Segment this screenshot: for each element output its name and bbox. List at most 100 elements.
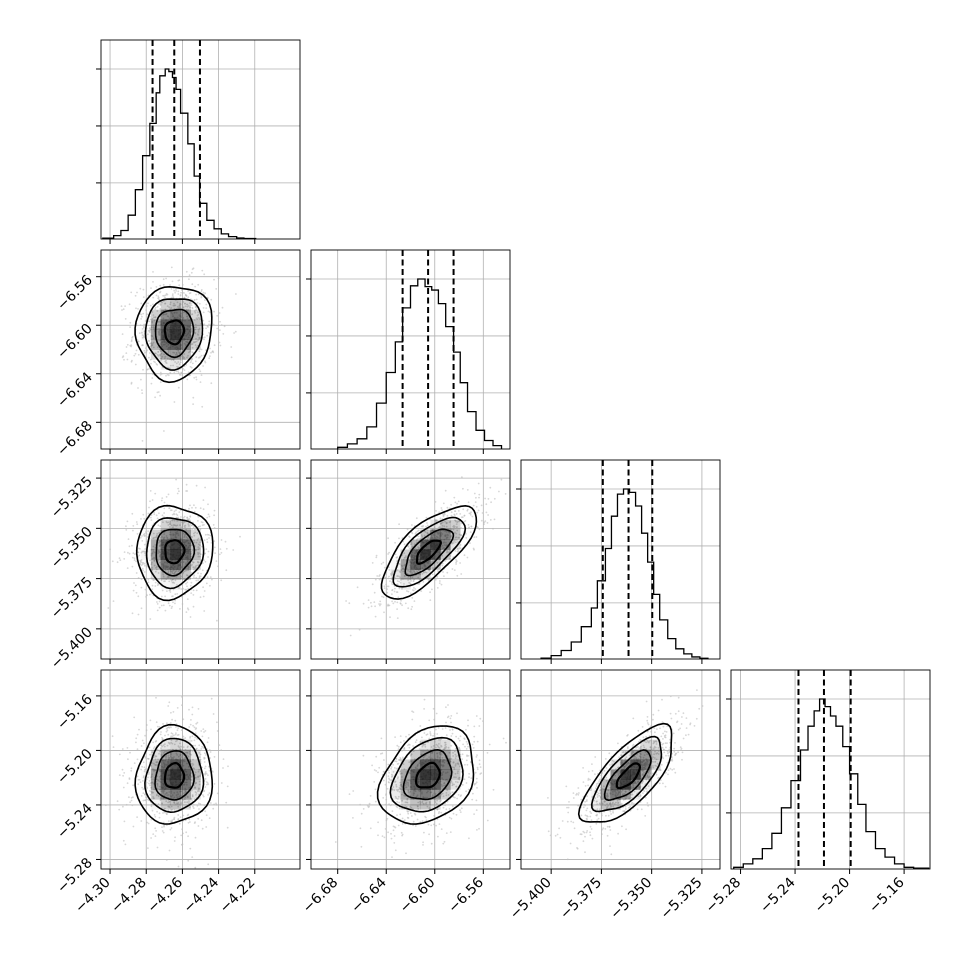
sample-point <box>132 529 134 532</box>
sample-point <box>456 574 459 577</box>
y-tick-label: −5.16 <box>54 691 96 733</box>
sample-point <box>141 561 144 564</box>
sample-point <box>462 508 465 511</box>
sample-point <box>191 713 194 716</box>
sample-point <box>172 711 175 713</box>
sample-point <box>157 346 159 349</box>
sample-point <box>142 780 144 782</box>
sample-point <box>168 306 171 309</box>
sample-point <box>404 749 406 752</box>
sample-point <box>218 553 221 556</box>
sample-point <box>155 721 158 724</box>
sample-point <box>383 770 385 773</box>
sample-point <box>435 510 437 512</box>
sample-point <box>142 761 145 764</box>
sample-point <box>483 521 486 524</box>
sample-point <box>413 792 416 795</box>
sample-point <box>201 827 204 830</box>
sample-point <box>143 517 146 520</box>
sample-point <box>384 783 387 786</box>
sample-point <box>362 808 365 810</box>
sample-point <box>158 532 161 534</box>
sample-point <box>475 809 478 811</box>
sample-point <box>126 567 129 569</box>
sample-point <box>195 794 197 796</box>
sample-point <box>412 750 415 753</box>
sample-point <box>194 777 197 779</box>
sample-point <box>424 745 427 748</box>
sample-point <box>141 344 144 347</box>
sample-point <box>160 731 162 733</box>
sample-point <box>410 608 413 611</box>
sample-point <box>200 296 203 299</box>
sample-point <box>155 764 157 766</box>
sample-point <box>158 726 161 728</box>
sample-point <box>163 533 166 535</box>
sample-point <box>203 761 206 763</box>
sample-point <box>475 505 478 508</box>
sample-point <box>161 830 164 832</box>
sample-point <box>387 604 390 607</box>
sample-point <box>145 781 148 784</box>
sample-point <box>154 570 157 573</box>
sample-point <box>174 291 177 294</box>
sample-point <box>158 512 160 515</box>
sample-point <box>406 572 409 575</box>
density-cell <box>150 529 161 540</box>
sample-point <box>408 794 411 796</box>
y-tick-label: −6.60 <box>54 321 96 363</box>
sample-point <box>408 570 411 573</box>
sample-point <box>118 557 121 560</box>
sample-point <box>176 301 179 304</box>
sample-point <box>182 521 185 524</box>
sample-point <box>439 753 441 756</box>
sample-point <box>199 760 202 763</box>
sample-point <box>433 732 436 735</box>
sample-point <box>392 570 395 572</box>
sample-point <box>613 803 616 805</box>
sample-point <box>457 737 460 740</box>
sample-point <box>412 794 415 796</box>
sample-point <box>155 761 158 764</box>
sample-point <box>455 755 458 758</box>
sample-point <box>431 588 433 591</box>
sample-point <box>149 500 151 503</box>
sample-point <box>158 812 161 815</box>
sample-point <box>479 766 482 768</box>
sample-point <box>194 732 197 735</box>
sample-point <box>196 532 199 535</box>
sample-point <box>419 741 422 744</box>
sample-point <box>194 344 197 346</box>
sample-point <box>390 804 393 806</box>
sample-point <box>174 599 177 602</box>
sample-point <box>189 292 192 294</box>
sample-point <box>473 536 476 539</box>
sample-point <box>177 805 180 808</box>
sample-point <box>160 499 163 502</box>
density-cell <box>150 789 161 800</box>
sample-point <box>182 561 185 563</box>
sample-point <box>444 560 446 562</box>
sample-point <box>163 743 166 746</box>
sample-point <box>367 606 370 609</box>
sample-point <box>202 586 205 589</box>
sample-point <box>143 323 146 326</box>
sample-point <box>396 575 398 577</box>
sample-point <box>170 607 173 609</box>
sample-point <box>154 581 157 584</box>
sample-point <box>383 611 385 614</box>
sample-point <box>395 805 398 808</box>
sample-point <box>437 746 440 748</box>
density-cell <box>430 749 441 760</box>
sample-point <box>173 734 175 737</box>
sample-point <box>190 571 193 574</box>
sample-point <box>137 353 140 356</box>
sample-point <box>142 788 145 790</box>
sample-point <box>193 310 196 313</box>
sample-point <box>435 712 438 715</box>
sample-point <box>203 804 206 806</box>
sample-point <box>157 803 160 805</box>
sample-point <box>205 548 208 550</box>
sample-point <box>448 808 451 810</box>
sample-point <box>453 569 456 571</box>
